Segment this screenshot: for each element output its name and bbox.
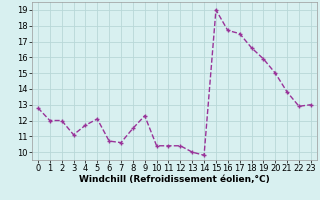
X-axis label: Windchill (Refroidissement éolien,°C): Windchill (Refroidissement éolien,°C) xyxy=(79,175,270,184)
